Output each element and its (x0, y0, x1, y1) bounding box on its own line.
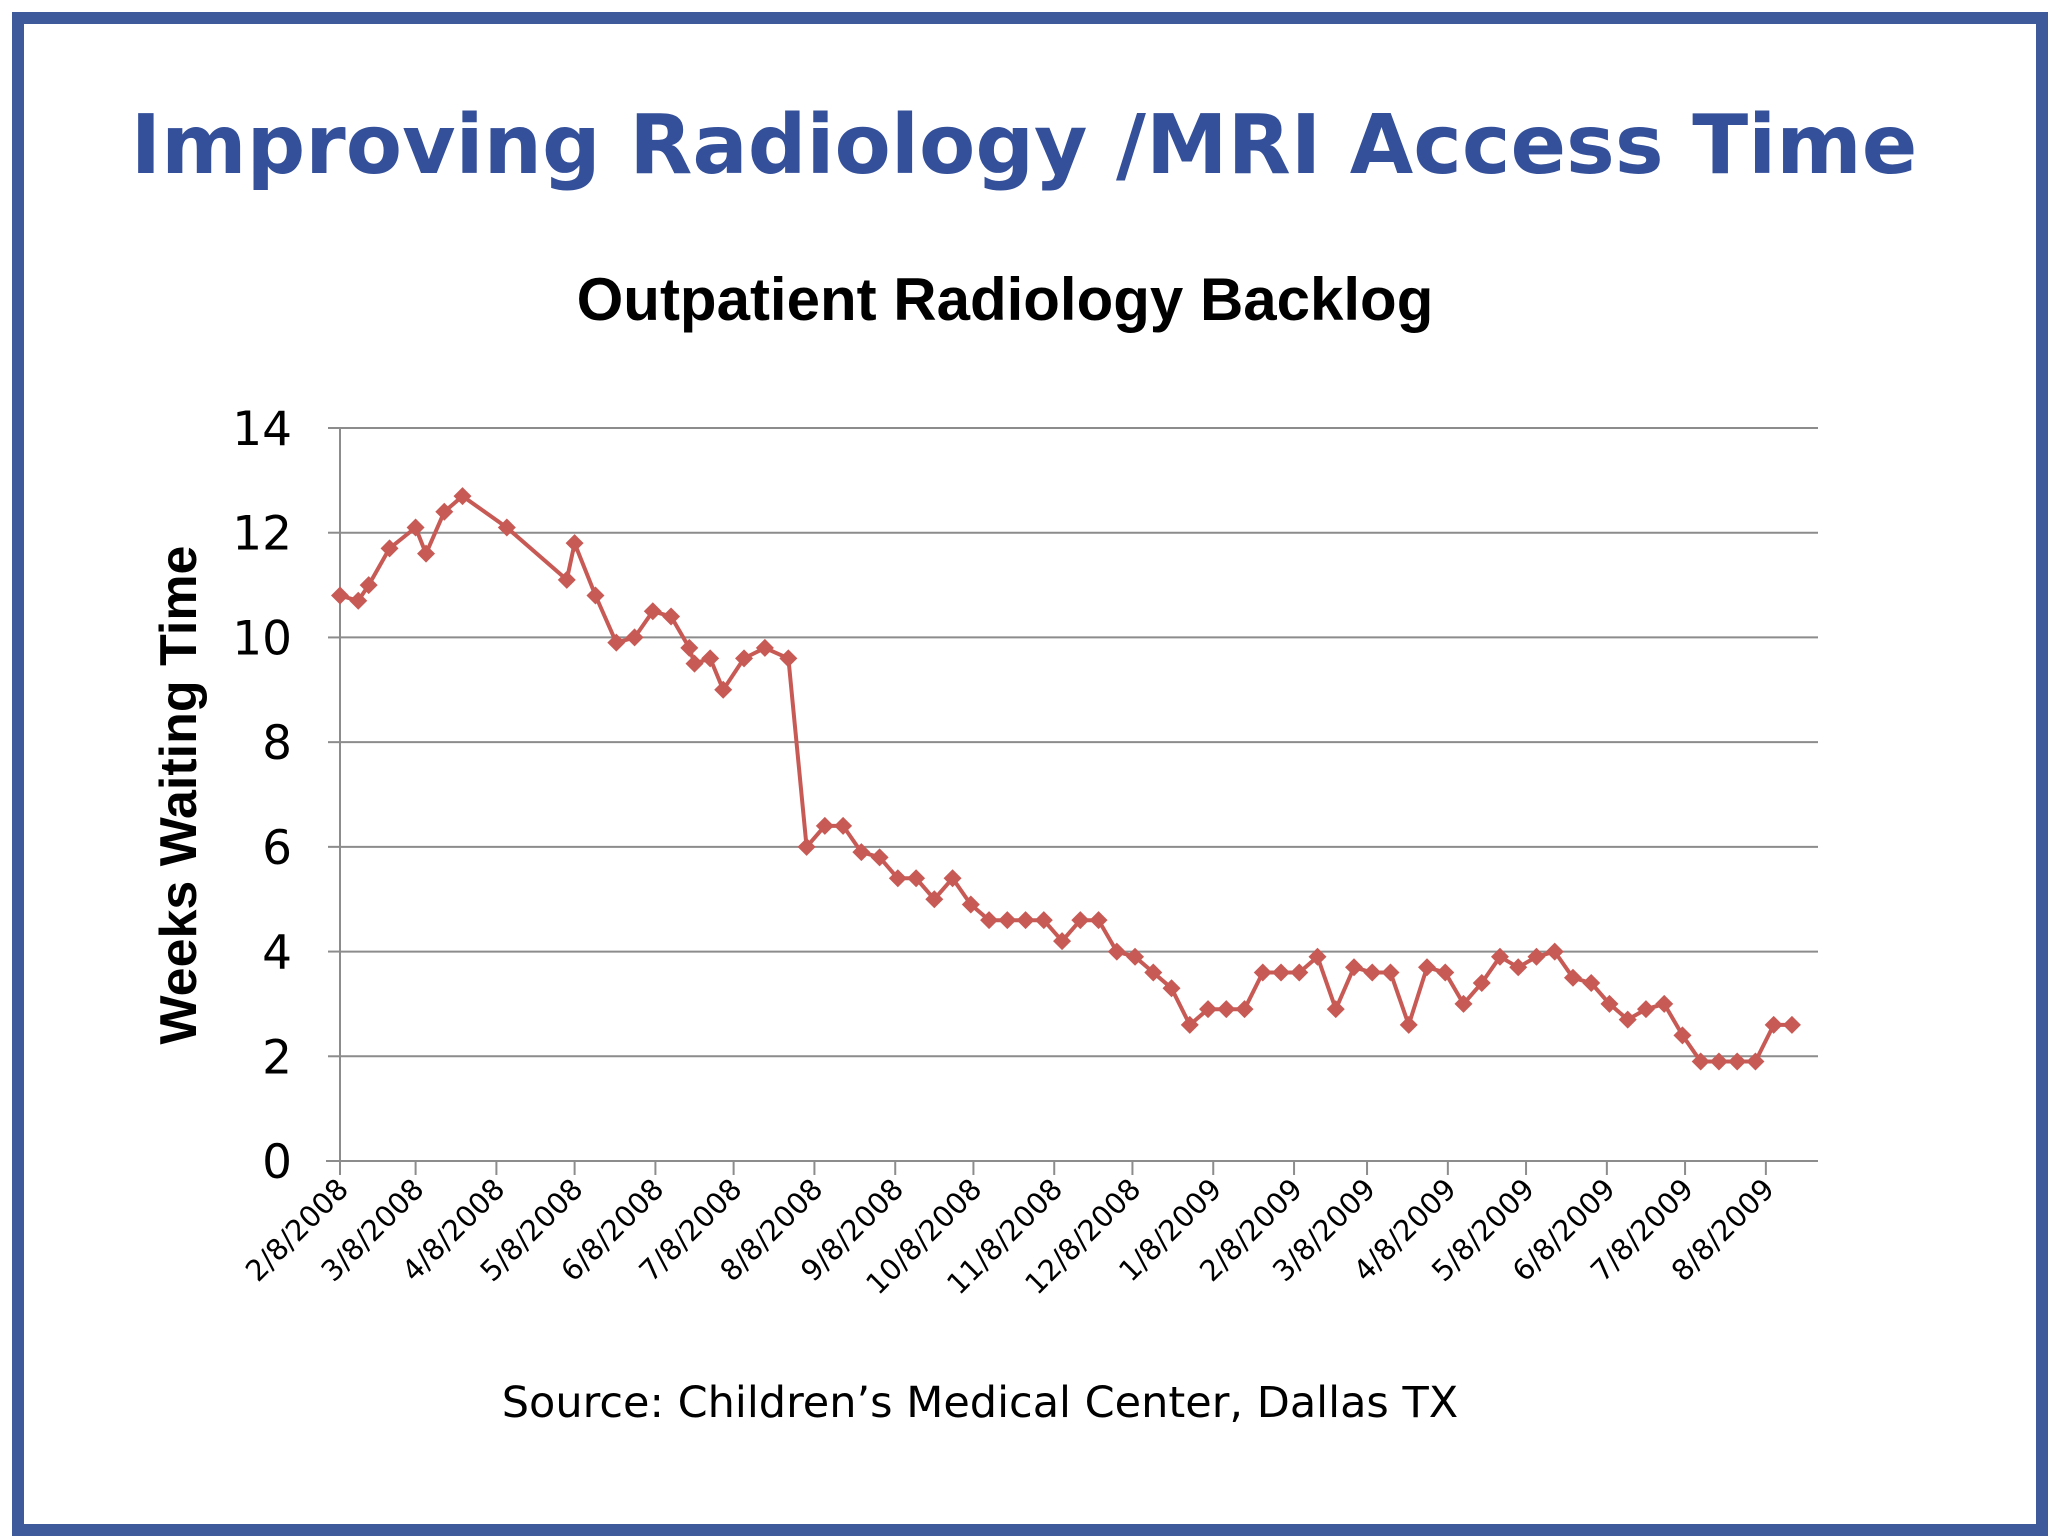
data-point (1290, 963, 1309, 982)
data-point (1454, 994, 1473, 1013)
data-point (1728, 1052, 1747, 1071)
data-point (435, 502, 454, 521)
y-tick-label: 4 (262, 926, 292, 981)
data-point (1034, 911, 1053, 930)
data-point (1071, 911, 1090, 930)
data-point (1199, 1000, 1218, 1019)
data-point (1308, 947, 1327, 966)
y-tick-label: 8 (262, 716, 292, 771)
data-point (852, 843, 871, 862)
slide-title: Improving Radiology /MRI Access Time (130, 98, 1918, 193)
data-point (1235, 1000, 1254, 1019)
data-point (1673, 1026, 1692, 1045)
y-tick-label: 2 (262, 1030, 292, 1085)
data-point (1126, 947, 1145, 966)
data-point (1545, 942, 1564, 961)
source-note: Source: Children’s Medical Center, Dalla… (501, 1378, 1459, 1428)
data-point (359, 576, 378, 595)
data-point (497, 518, 516, 537)
data-point (1253, 963, 1272, 982)
data-point (1600, 994, 1619, 1013)
data-point (662, 607, 681, 626)
data-point (1472, 973, 1491, 992)
data-point (417, 544, 436, 563)
data-point (557, 570, 576, 589)
data-point (1016, 911, 1035, 930)
data-point (643, 602, 662, 621)
data-point (607, 633, 626, 652)
data-point (980, 911, 999, 930)
chart-title: Outpatient Radiology Backlog (577, 266, 1434, 333)
data-point (1144, 963, 1163, 982)
data-point (1399, 1015, 1418, 1034)
data-point (1381, 963, 1400, 982)
data-point (714, 680, 733, 699)
data-point (815, 816, 834, 835)
data-point (331, 586, 349, 605)
y-axis-title: Weeks Waiting Time (150, 546, 208, 1045)
data-point (1363, 963, 1382, 982)
data-point (779, 649, 798, 668)
data-point (453, 487, 472, 506)
data-point (1326, 1000, 1345, 1019)
data-point (1180, 1015, 1199, 1034)
data-point (680, 638, 699, 657)
series-weeks-waiting (331, 487, 1801, 1071)
y-tick-labels: 0 2 4 6 8 10 12 14 (232, 402, 292, 1190)
data-point (870, 848, 889, 867)
data-point (1764, 1015, 1783, 1034)
y-tick-label: 0 (262, 1135, 292, 1190)
gridlines (340, 427, 1818, 1058)
data-point (907, 869, 926, 888)
data-point (1618, 1010, 1637, 1029)
data-point (1490, 947, 1509, 966)
data-point (1782, 1015, 1801, 1034)
data-point (1527, 947, 1546, 966)
data-point (1691, 1052, 1710, 1071)
data-point (1089, 911, 1108, 930)
data-point (1509, 958, 1528, 977)
data-point (406, 518, 425, 537)
data-point (625, 628, 644, 647)
data-point (1272, 963, 1291, 982)
data-point (1746, 1052, 1765, 1071)
y-tick-label: 14 (232, 402, 292, 457)
data-point (1709, 1052, 1728, 1071)
data-point (1636, 1000, 1655, 1019)
data-point (888, 869, 907, 888)
data-point (701, 649, 720, 668)
data-point (998, 911, 1017, 930)
data-point (1436, 963, 1455, 982)
data-point (586, 586, 605, 605)
data-point (1107, 942, 1126, 961)
data-point (797, 837, 816, 856)
data-point (834, 816, 853, 835)
data-point (565, 534, 584, 553)
data-point (925, 890, 944, 909)
data-point (1217, 1000, 1236, 1019)
data-point (685, 654, 704, 673)
x-tick-labels: 2/8/20083/8/20084/8/20085/8/20086/8/2008… (239, 1172, 1781, 1301)
y-tick-label: 6 (262, 821, 292, 876)
data-point (349, 591, 368, 610)
data-point (1162, 979, 1181, 998)
data-point (755, 638, 774, 657)
axes (326, 427, 1818, 1175)
slide-frame (12, 12, 2048, 1536)
data-point (380, 539, 399, 558)
data-point (1655, 994, 1674, 1013)
data-point (1053, 932, 1072, 951)
y-tick-label: 12 (232, 507, 292, 562)
data-point (1563, 968, 1582, 987)
data-point (735, 649, 754, 668)
y-tick-label: 10 (232, 611, 292, 666)
data-point (943, 869, 962, 888)
data-point (1345, 958, 1364, 977)
data-point (1417, 958, 1436, 977)
data-point (961, 895, 980, 914)
data-point (1582, 973, 1601, 992)
